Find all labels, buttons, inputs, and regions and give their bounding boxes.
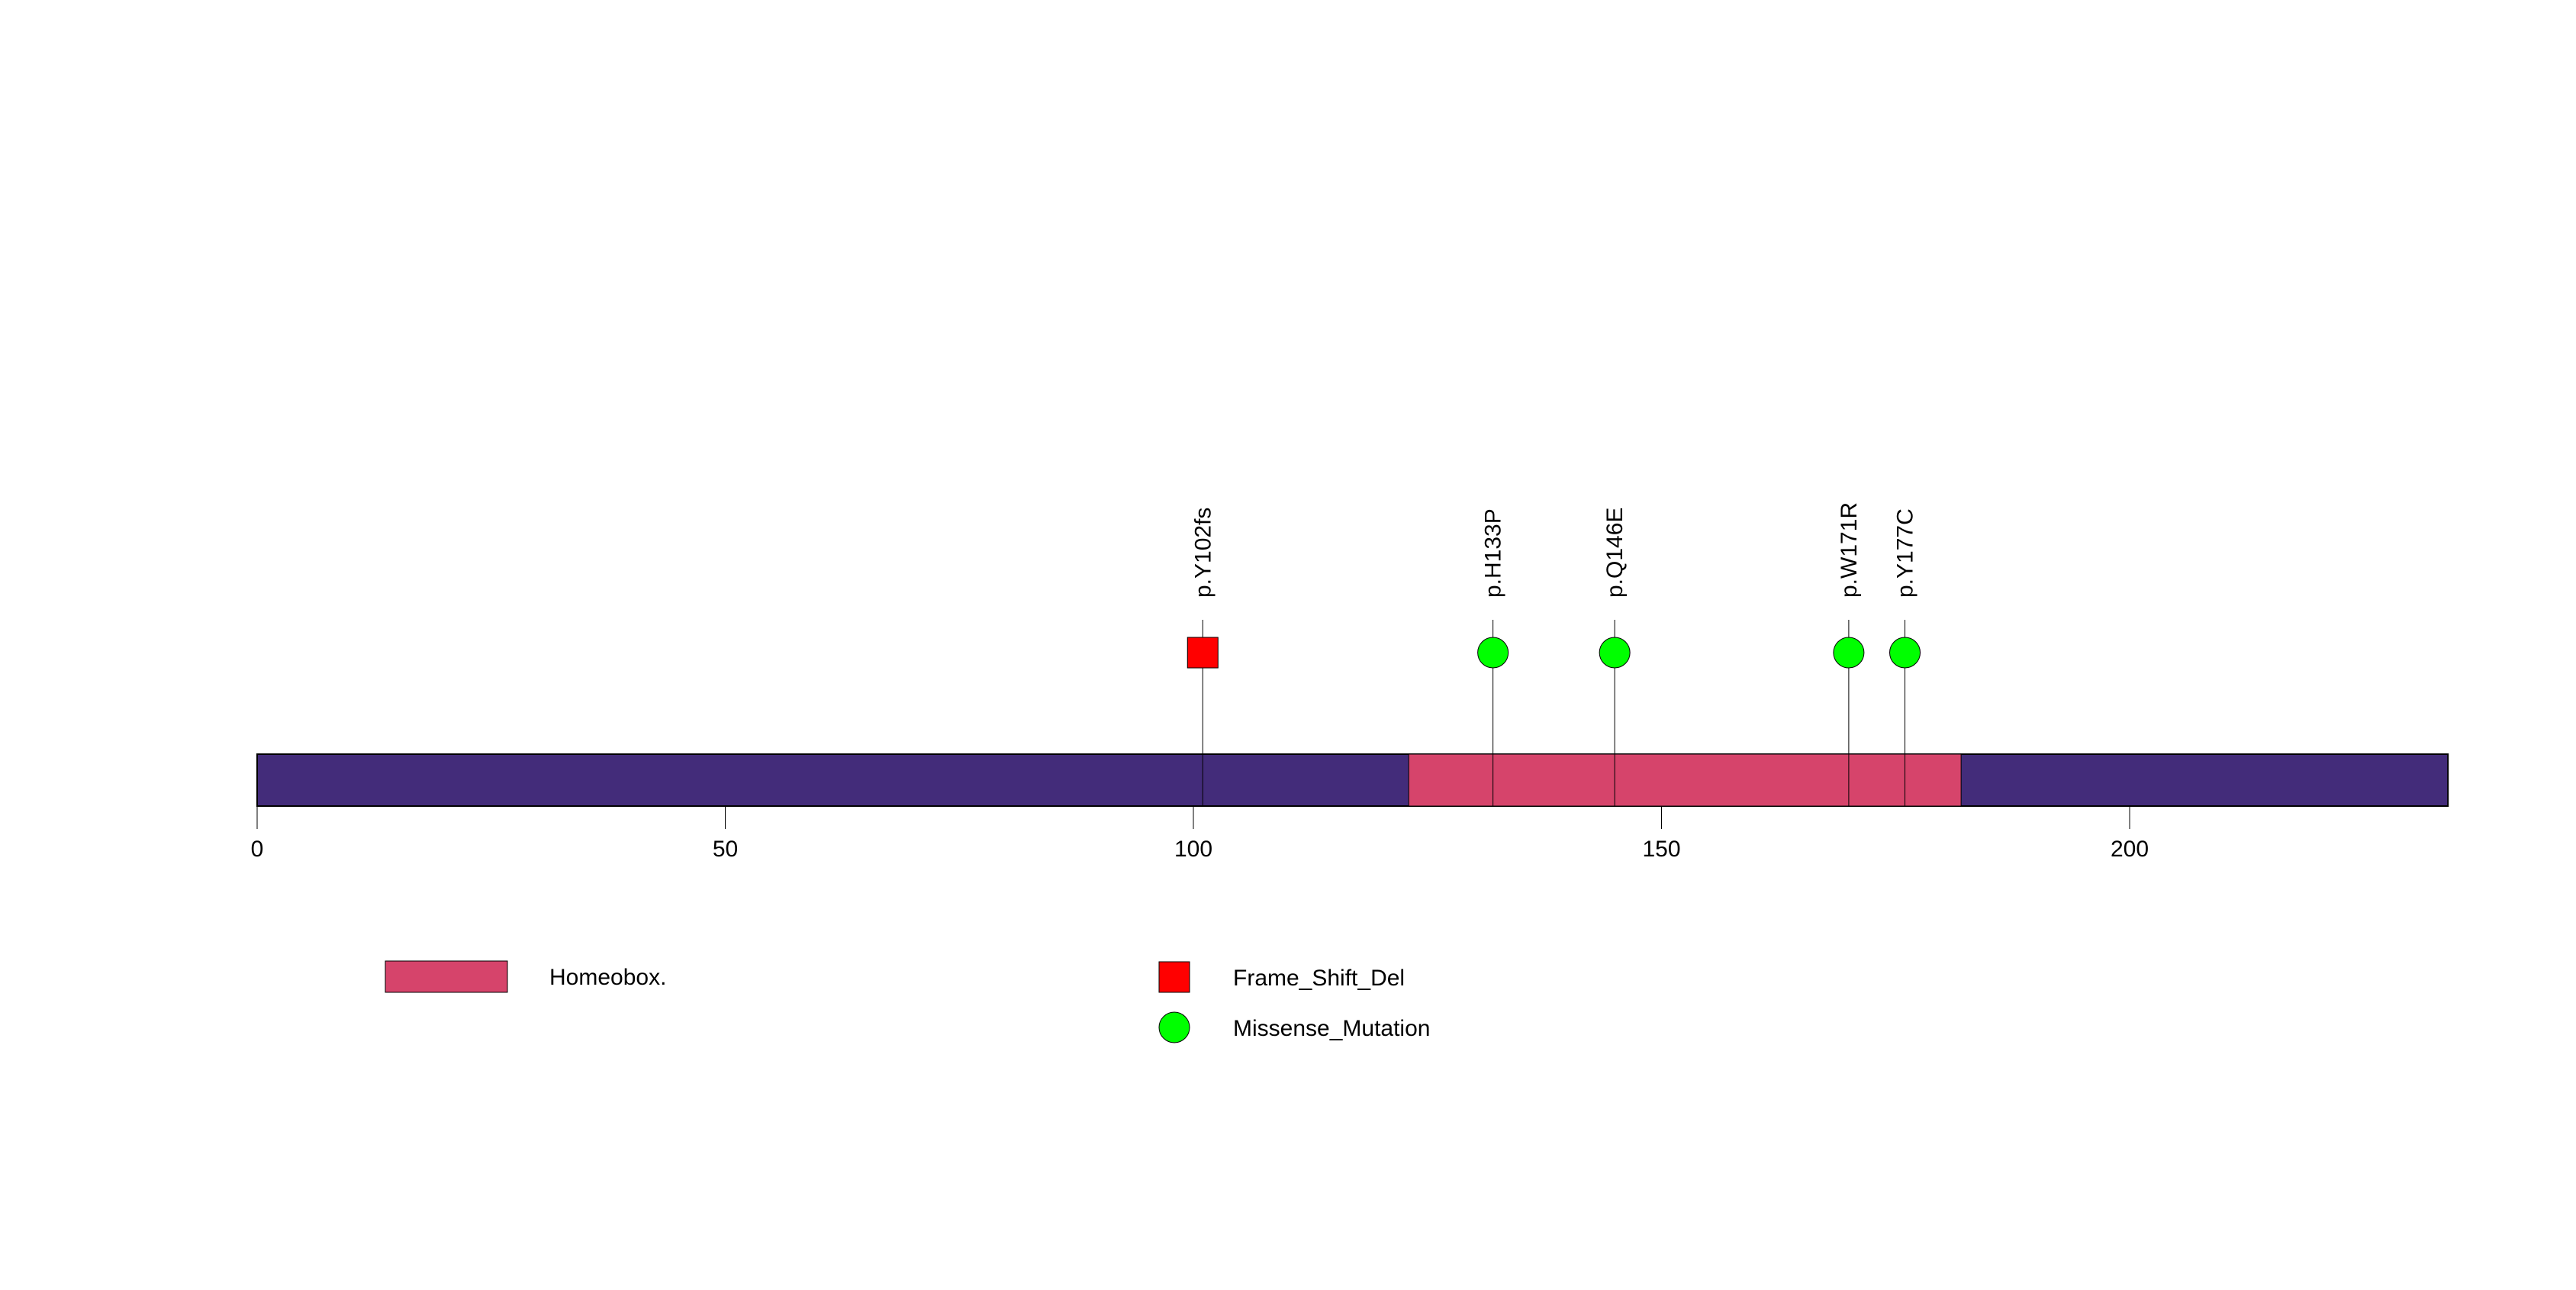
- missense-marker: [1477, 637, 1509, 669]
- legend-frameshift-icon: [1158, 961, 1190, 993]
- x-tick-label: 0: [251, 837, 264, 862]
- x-tick-label: 50: [713, 837, 738, 862]
- protein-backbone: [256, 753, 2449, 807]
- missense-marker: [1889, 637, 1921, 669]
- x-tick-label: 200: [2111, 837, 2149, 862]
- protein-bar: [256, 753, 2449, 807]
- mutation-label: p.W171R: [1837, 502, 1862, 598]
- x-tick-label: 100: [1174, 837, 1212, 862]
- mutation-label: p.Y177C: [1893, 508, 1918, 598]
- legend-label-mutation-type: Frame_Shift_Del: [1233, 966, 1405, 991]
- frameshift-marker: [1187, 637, 1219, 669]
- missense-marker: [1599, 637, 1631, 669]
- legend-label-mutation-type: Missense_Mutation: [1233, 1016, 1430, 1041]
- mutations: p.Y102fs p.H133P p.Q146E p.W171R p.Y177C: [1187, 502, 1921, 806]
- x-axis: 0 50 100 150 200: [251, 806, 2149, 862]
- mutation-label: p.Q146E: [1602, 508, 1628, 598]
- legend-label-homeobox: Homeobox.: [549, 965, 666, 990]
- legend-missense-icon: [1158, 1011, 1190, 1043]
- legend-swatch-homeobox: [385, 960, 508, 993]
- x-tick-label: 150: [1642, 837, 1680, 862]
- legend: Homeobox. Frame_Shift_Del Missense_Mutatio…: [385, 960, 1430, 1043]
- mutation-label: p.Y102fs: [1190, 508, 1216, 598]
- domain-homeobox: [1408, 753, 1962, 807]
- missense-marker: [1833, 637, 1865, 669]
- mutation-label: p.H133P: [1481, 508, 1506, 598]
